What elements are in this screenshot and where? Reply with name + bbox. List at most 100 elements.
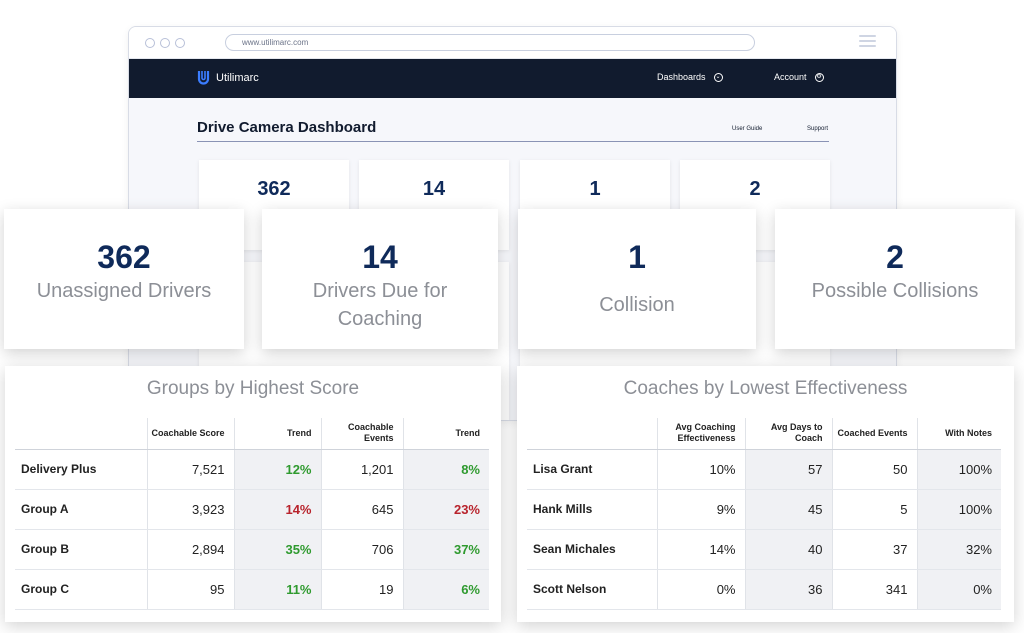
coached-events: 341	[832, 569, 918, 610]
coachable-events: 19	[321, 569, 404, 610]
table-header-row: Coachable Score Trend Coachable Events T…	[15, 418, 489, 450]
window-close-dot[interactable]	[145, 38, 155, 48]
avg-days-to-coach: 45	[745, 489, 833, 530]
menu-icon[interactable]	[859, 35, 876, 49]
table-row[interactable]: Delivery Plus 7,521 12% 1,201 8%	[15, 449, 489, 490]
coach-name: Scott Nelson	[527, 569, 658, 610]
coachable-score: 7,521	[147, 449, 235, 490]
window-maximize-dot[interactable]	[175, 38, 185, 48]
brand-name: Utilimarc	[216, 71, 259, 84]
events-trend: 6%	[403, 569, 489, 610]
url-bar[interactable]: www.utilimarc.com	[225, 34, 755, 51]
with-notes: 100%	[917, 489, 1001, 530]
nav-dashboards[interactable]: Dashboards ⌄	[657, 72, 723, 82]
avg-coaching-effectiveness: 9%	[657, 489, 746, 530]
avg-days-to-coach: 36	[745, 569, 833, 610]
events-trend: 23%	[403, 489, 489, 530]
nav-account-label: Account	[774, 72, 807, 82]
coached-events: 50	[832, 449, 918, 490]
stat-card-unassigned-drivers[interactable]: 362 Unassigned Drivers	[4, 209, 244, 349]
score-trend: 11%	[234, 569, 322, 610]
column-header[interactable]: Avg Days to Coach	[745, 418, 833, 450]
table-row[interactable]: Sean Michales 14% 40 37 32%	[527, 529, 1001, 570]
coached-events: 5	[832, 489, 918, 530]
coach-name: Sean Michales	[527, 529, 658, 570]
coaches-panel: Coaches by Lowest Effectiveness Avg Coac…	[517, 366, 1014, 622]
coachable-score: 3,923	[147, 489, 235, 530]
group-name: Delivery Plus	[15, 449, 148, 490]
avg-coaching-effectiveness: 0%	[657, 569, 746, 610]
nav-account[interactable]: Account ⚙	[774, 72, 824, 82]
coachable-events: 645	[321, 489, 404, 530]
chevron-down-icon: ⌄	[713, 72, 723, 82]
column-header[interactable]: Trend	[403, 418, 489, 450]
stat-card-drivers-due-coaching[interactable]: 14 Drivers Due for Coaching	[262, 209, 498, 349]
coachable-score: 95	[147, 569, 235, 610]
coachable-events: 706	[321, 529, 404, 570]
stat-value: 2	[886, 239, 904, 275]
avg-coaching-effectiveness: 14%	[657, 529, 746, 570]
dashboard-title: Drive Camera Dashboard	[197, 119, 377, 136]
column-header	[15, 418, 148, 450]
stat-label: Drivers Due for Coaching	[312, 280, 448, 330]
top-navbar: Utilimarc Dashboards ⌄ Account ⚙	[129, 59, 896, 98]
support-link[interactable]: Support	[807, 126, 829, 132]
table-row[interactable]: Lisa Grant 10% 57 50 100%	[527, 449, 1001, 490]
stat-value: 362	[97, 239, 151, 275]
column-header[interactable]: Coachable Score	[147, 418, 235, 450]
group-name: Group B	[15, 529, 148, 570]
brand-logo[interactable]: Utilimarc	[197, 70, 259, 85]
stat-label: Unassigned Drivers	[36, 280, 212, 302]
column-header[interactable]: Trend	[234, 418, 322, 450]
stat-label: Collision	[599, 294, 675, 316]
coaches-title: Coaches by Lowest Effectiveness	[623, 378, 908, 399]
groups-table: Coachable Score Trend Coachable Events T…	[15, 418, 489, 610]
score-trend: 35%	[234, 529, 322, 570]
gear-icon: ⚙	[814, 72, 824, 82]
stat-card-collision[interactable]: 1 Collision	[518, 209, 756, 349]
group-name: Group C	[15, 569, 148, 610]
stat-value: 1	[628, 239, 646, 275]
browser-chrome: www.utilimarc.com	[129, 27, 896, 59]
column-header	[527, 418, 658, 450]
score-trend: 14%	[234, 489, 322, 530]
table-row[interactable]: Group C 95 11% 19 6%	[15, 569, 489, 610]
window-minimize-dot[interactable]	[160, 38, 170, 48]
score-trend: 12%	[234, 449, 322, 490]
stat-value: 14	[362, 239, 398, 275]
user-guide-link[interactable]: User Guide	[732, 126, 763, 132]
with-notes: 0%	[917, 569, 1001, 610]
groups-title: Groups by Highest Score	[146, 378, 360, 399]
table-row[interactable]: Group B 2,894 35% 706 37%	[15, 529, 489, 570]
coach-name: Hank Mills	[527, 489, 658, 530]
events-trend: 37%	[403, 529, 489, 570]
avg-coaching-effectiveness: 10%	[657, 449, 746, 490]
bg-stat-value: 14	[422, 178, 446, 200]
coaches-table: Avg Coaching Effectiveness Avg Days to C…	[527, 418, 1001, 610]
column-header[interactable]: With Notes	[917, 418, 1001, 450]
group-name: Group A	[15, 489, 148, 530]
coachable-score: 2,894	[147, 529, 235, 570]
table-row[interactable]: Hank Mills 9% 45 5 100%	[527, 489, 1001, 530]
with-notes: 100%	[917, 449, 1001, 490]
groups-panel: Groups by Highest Score Coachable Score …	[5, 366, 501, 622]
coached-events: 37	[832, 529, 918, 570]
column-header[interactable]: Avg Coaching Effectiveness	[657, 418, 746, 450]
bg-stat-value: 362	[257, 178, 291, 200]
utilimarc-logo-icon	[197, 71, 210, 85]
column-header[interactable]: Coachable Events	[321, 418, 404, 450]
bg-stat-value: 2	[749, 178, 761, 200]
events-trend: 8%	[403, 449, 489, 490]
table-row[interactable]: Group A 3,923 14% 645 23%	[15, 489, 489, 530]
with-notes: 32%	[917, 529, 1001, 570]
coachable-events: 1,201	[321, 449, 404, 490]
column-header[interactable]: Coached Events	[832, 418, 918, 450]
title-divider	[197, 141, 829, 142]
avg-days-to-coach: 40	[745, 529, 833, 570]
table-row[interactable]: Scott Nelson 0% 36 341 0%	[527, 569, 1001, 610]
stat-label: Possible Collisions	[811, 280, 979, 302]
table-header-row: Avg Coaching Effectiveness Avg Days to C…	[527, 418, 1001, 450]
avg-days-to-coach: 57	[745, 449, 833, 490]
stat-card-possible-collisions[interactable]: 2 Possible Collisions	[775, 209, 1015, 349]
